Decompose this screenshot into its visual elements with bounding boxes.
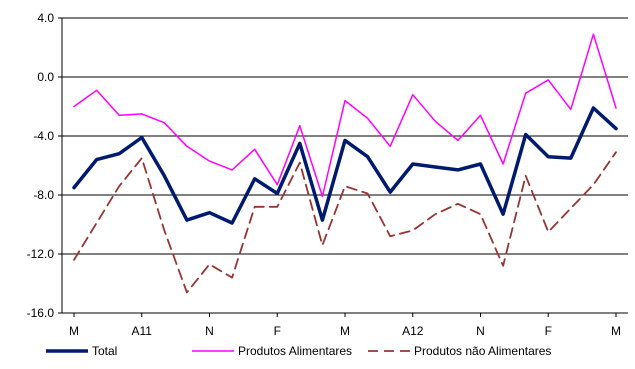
y-tick-label: -4.0	[33, 129, 54, 143]
y-tick-label: 0.0	[37, 70, 54, 84]
x-tick-label: M	[611, 324, 621, 338]
y-tick-label: 4.0	[37, 11, 54, 25]
legend-label: Total	[92, 344, 117, 358]
y-tick-label: -8.0	[33, 188, 54, 202]
y-tick-label: -16.0	[27, 306, 55, 320]
legend-label: Produtos Alimentares	[238, 344, 352, 358]
x-tick-label: M	[340, 324, 350, 338]
x-tick-label: N	[205, 324, 214, 338]
series-lines	[72, 33, 618, 294]
y-tick-label: -12.0	[27, 247, 55, 261]
legend: Total Produtos Alimentares Produtos não Al…	[46, 344, 551, 358]
series-line-3	[73, 151, 617, 294]
x-tick-label: A11	[132, 324, 153, 338]
x-tick-label: F	[545, 324, 552, 338]
x-tick-label: M	[69, 324, 79, 338]
series-line-2	[73, 33, 617, 198]
axes: -16.0 -12.0 -8.0 -4.0 0.0 4.0 M A11 N F M A12 N F M	[27, 11, 628, 338]
x-tick-label: N	[476, 324, 485, 338]
x-tick-label: A12	[402, 324, 424, 338]
x-tick-label: F	[274, 324, 281, 338]
legend-label: Produtos não Alimentares	[414, 344, 551, 358]
series-line-1	[72, 106, 618, 225]
